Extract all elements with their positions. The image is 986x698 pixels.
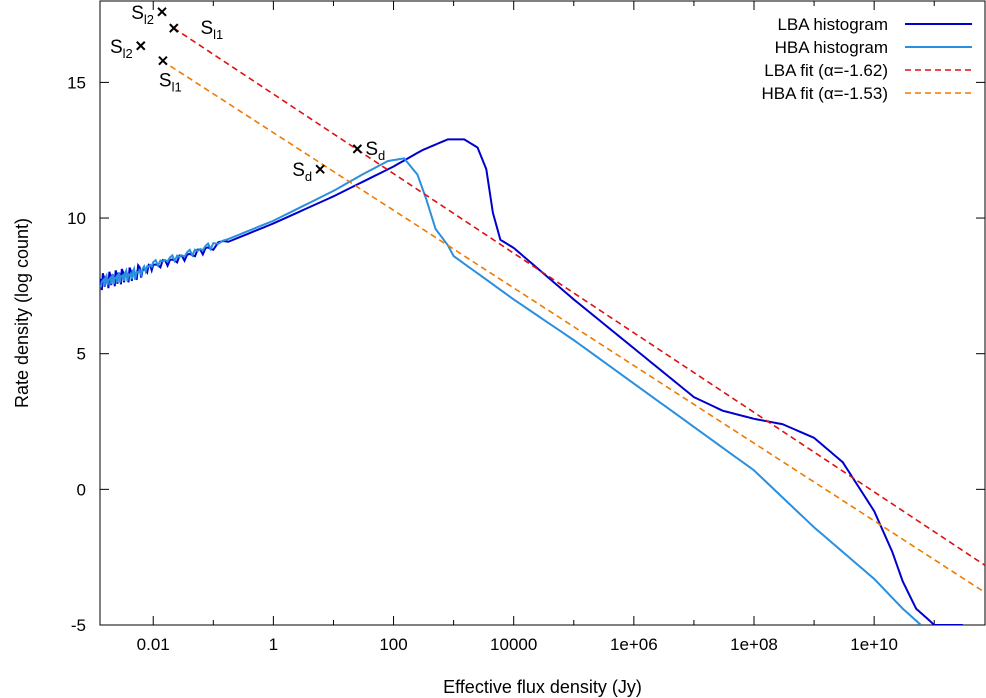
x-tick-label: 1e+10 <box>850 635 898 654</box>
series-line-3 <box>161 60 985 594</box>
series-line-2 <box>173 27 985 566</box>
point-marker <box>157 7 167 17</box>
point-marker <box>315 164 325 174</box>
legend-label: LBA fit (α=-1.62) <box>764 61 888 80</box>
annotation-label: Sl1 <box>200 18 223 42</box>
x-axis-title: Effective flux density (Jy) <box>443 677 642 697</box>
legend-label: HBA histogram <box>775 38 888 57</box>
plot-frame <box>99 0 986 626</box>
point-marker <box>169 23 179 33</box>
annotation-label: Sl2 <box>131 3 154 27</box>
legend-item: HBA histogram <box>775 38 972 57</box>
y-tick-label: 0 <box>77 480 86 499</box>
annotation-label: Sl1 <box>159 71 182 95</box>
x-tick-label: 1 <box>269 635 278 654</box>
annotation-label: Sl2 <box>110 37 133 61</box>
series-line-0 <box>100 138 963 625</box>
series-group <box>100 27 985 625</box>
annotation-label: Sd <box>292 160 312 184</box>
series-line-1 <box>100 157 922 625</box>
legend-label: LBA histogram <box>777 15 888 34</box>
y-tick-label: -5 <box>71 616 86 635</box>
legend-item: LBA fit (α=-1.62) <box>764 61 972 80</box>
y-axis-title: Rate density (log count) <box>12 218 32 408</box>
point-marker <box>158 55 168 66</box>
x-tick-label: 1e+08 <box>730 635 778 654</box>
annotation-label: Sd <box>365 139 385 163</box>
y-tick-label: 10 <box>67 209 86 228</box>
legend-label: HBA fit (α=-1.53) <box>761 84 888 103</box>
y-tick-label: 5 <box>77 345 86 364</box>
x-tick-label: 10000 <box>490 635 537 654</box>
legend-item: HBA fit (α=-1.53) <box>761 84 972 103</box>
x-tick-label: 1e+06 <box>610 635 658 654</box>
y-tick-label: 15 <box>67 73 86 92</box>
x-tick-label: 0.01 <box>137 635 170 654</box>
x-tick-label: 100 <box>379 635 407 654</box>
legend-item: LBA histogram <box>777 15 972 34</box>
point-marker <box>352 144 363 154</box>
point-marker <box>136 41 146 51</box>
